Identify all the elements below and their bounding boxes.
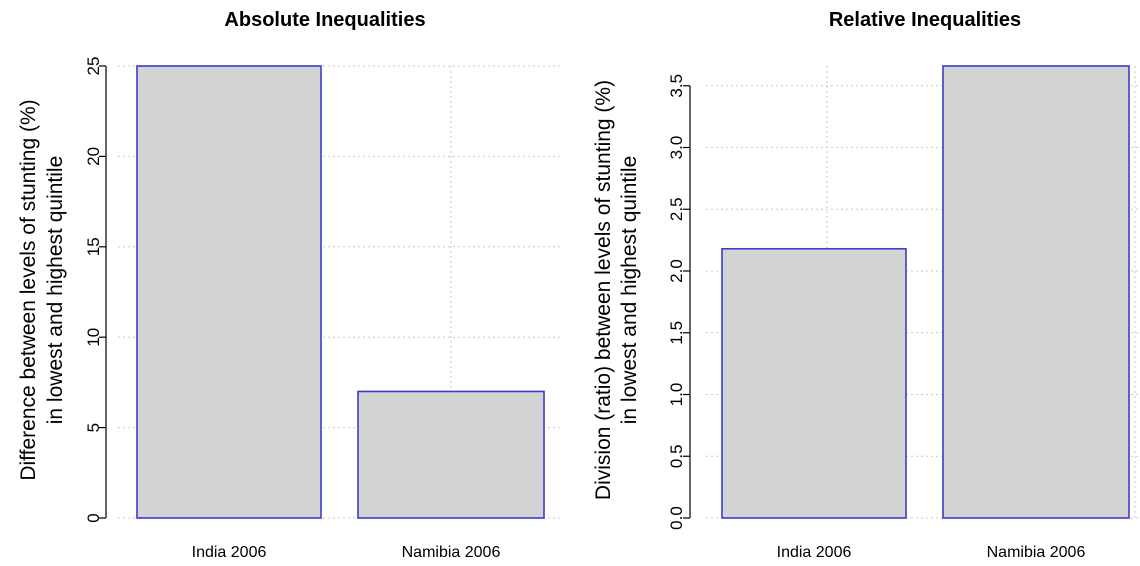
- y-tick-label: 2.0: [667, 259, 686, 283]
- y-tick-label: 5: [84, 423, 103, 432]
- x-tick-label: Namibia 2006: [987, 544, 1086, 561]
- x-tick-label: Namibia 2006: [402, 544, 501, 561]
- y-tick-label: 10: [84, 328, 103, 347]
- bar-namibia-2006: [942, 65, 1130, 519]
- y-tick-label: 2.5: [667, 197, 686, 221]
- bar-india-2006: [136, 65, 322, 519]
- y-axis-label-line-1: Difference between levels of stunting (%…: [17, 99, 40, 480]
- y-tick-label: 25: [84, 57, 103, 76]
- bar-india-2006: [721, 247, 907, 519]
- y-tick-label: 20: [84, 147, 103, 166]
- y-axis-label-line-1: Division (ratio) between levels of stunt…: [592, 80, 615, 500]
- chart-relative-inequalities: Relative Inequalities Division (ratio) b…: [592, 9, 1140, 561]
- x-tick-label: India 2006: [777, 544, 852, 561]
- bar-namibia-2006: [357, 390, 545, 519]
- chart-title: Relative Inequalities: [829, 9, 1021, 31]
- y-axis-label-line-2: in lowest and highest quintile: [44, 156, 67, 425]
- chart-absolute-inequalities: Absolute Inequalities Difference between…: [17, 9, 560, 561]
- chart-panel-relative: Relative Inequalities Division (ratio) b…: [570, 0, 1140, 566]
- y-tick-label: 3.5: [667, 74, 686, 98]
- y-tick-label: 0.0: [667, 506, 686, 530]
- y-tick-label: 15: [84, 237, 103, 256]
- y-tick-label: 3.0: [667, 136, 686, 160]
- y-tick-label: 0: [84, 513, 103, 522]
- y-axis-label-line-2: in lowest and highest quintile: [618, 156, 641, 425]
- x-tick-label: India 2006: [192, 544, 267, 561]
- chart-panel-absolute: Absolute Inequalities Difference between…: [17, 9, 560, 561]
- y-tick-label: 0.5: [667, 444, 686, 468]
- chart-title: Absolute Inequalities: [224, 9, 425, 31]
- y-tick-label: 1.5: [667, 321, 686, 345]
- y-tick-label: 1.0: [667, 383, 686, 407]
